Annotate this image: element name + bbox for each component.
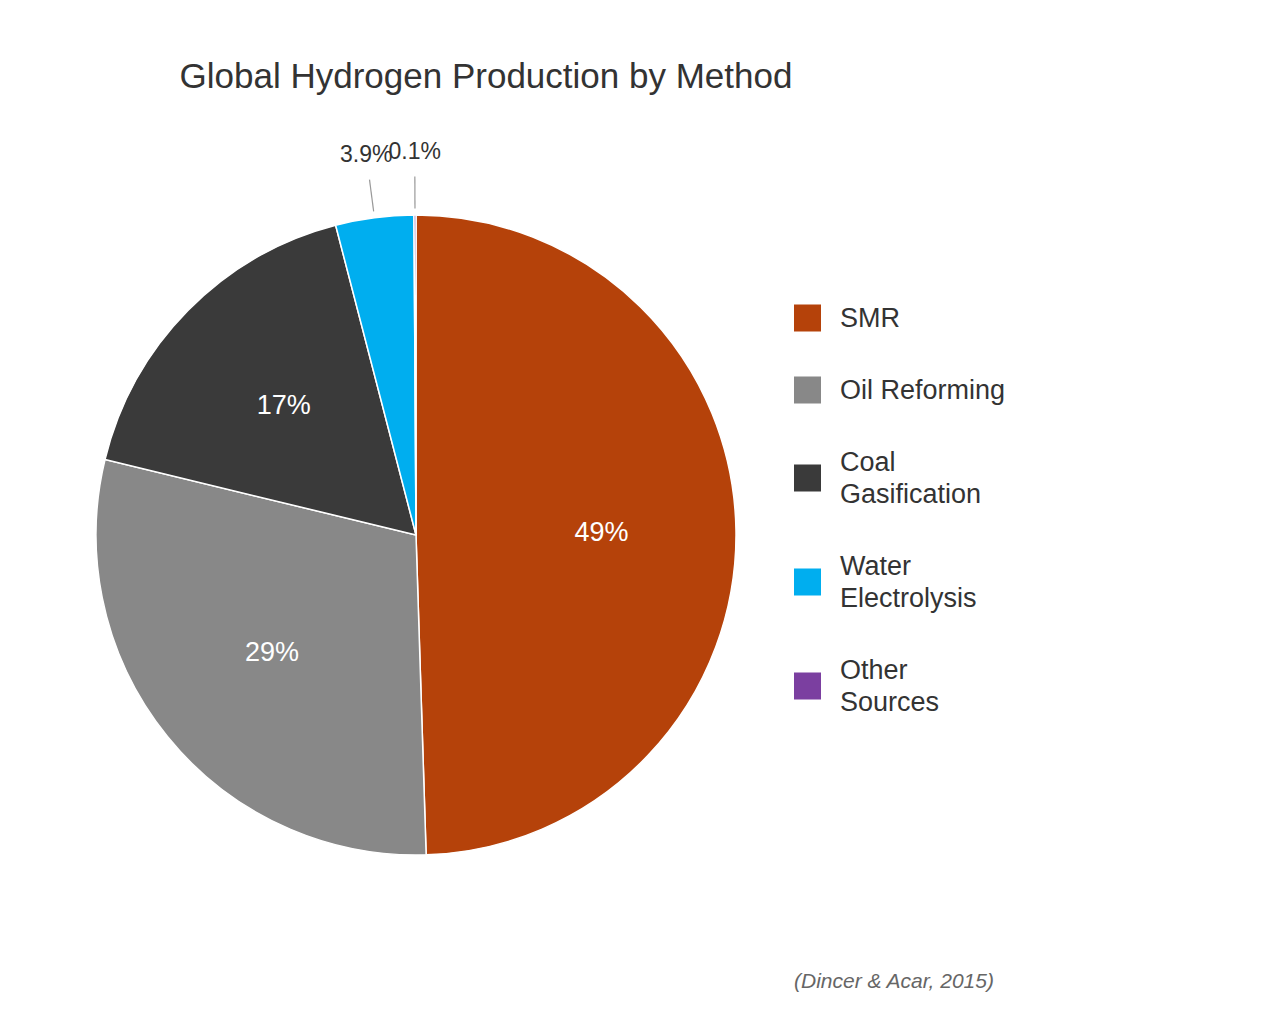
annotation: (Dincer & Acar, 2015) <box>794 969 994 992</box>
legend-label-line: Coal <box>840 447 896 477</box>
chart: Global Hydrogen Production by Method 49% 2… <box>0 0 1280 1019</box>
legend-label-line: Gasification <box>840 479 981 509</box>
legend-label-line: Oil Reforming <box>840 375 1005 405</box>
legend: SMR Oil Reforming CoalGasification WaterEle… <box>794 303 1005 717</box>
legend-swatch <box>794 465 821 492</box>
legend-label: SMR <box>840 303 900 333</box>
legend-swatch <box>794 377 821 404</box>
data-labels: 49% 29% 17% 3.9%0.1% <box>245 138 629 667</box>
legend-label-line: SMR <box>840 303 900 333</box>
legend-label: WaterElectrolysis <box>840 551 977 613</box>
slice <box>336 215 416 535</box>
data-label: 17% <box>257 390 311 420</box>
legend-label-line: Other <box>840 655 908 685</box>
data-label: 29% <box>245 637 299 667</box>
legend-swatch <box>794 569 821 596</box>
legend-label: CoalGasification <box>840 447 981 509</box>
legend-label: Oil Reforming <box>840 375 1005 405</box>
leader-line <box>414 177 415 209</box>
data-label: 3.9% <box>340 141 392 167</box>
leader-line <box>370 180 374 212</box>
pie <box>96 215 736 855</box>
legend-label-line: Electrolysis <box>840 583 977 613</box>
legend-swatch <box>794 305 821 332</box>
legend-swatch <box>794 673 821 700</box>
data-label: 0.1% <box>389 138 441 164</box>
data-label: 49% <box>575 517 629 547</box>
slice <box>416 215 736 855</box>
slice <box>414 215 416 535</box>
legend-label-line: Sources <box>840 687 939 717</box>
legend-label: OtherSources <box>840 655 939 717</box>
legend-label-line: Water <box>840 551 911 581</box>
title: Global Hydrogen Production by Method <box>180 56 793 95</box>
